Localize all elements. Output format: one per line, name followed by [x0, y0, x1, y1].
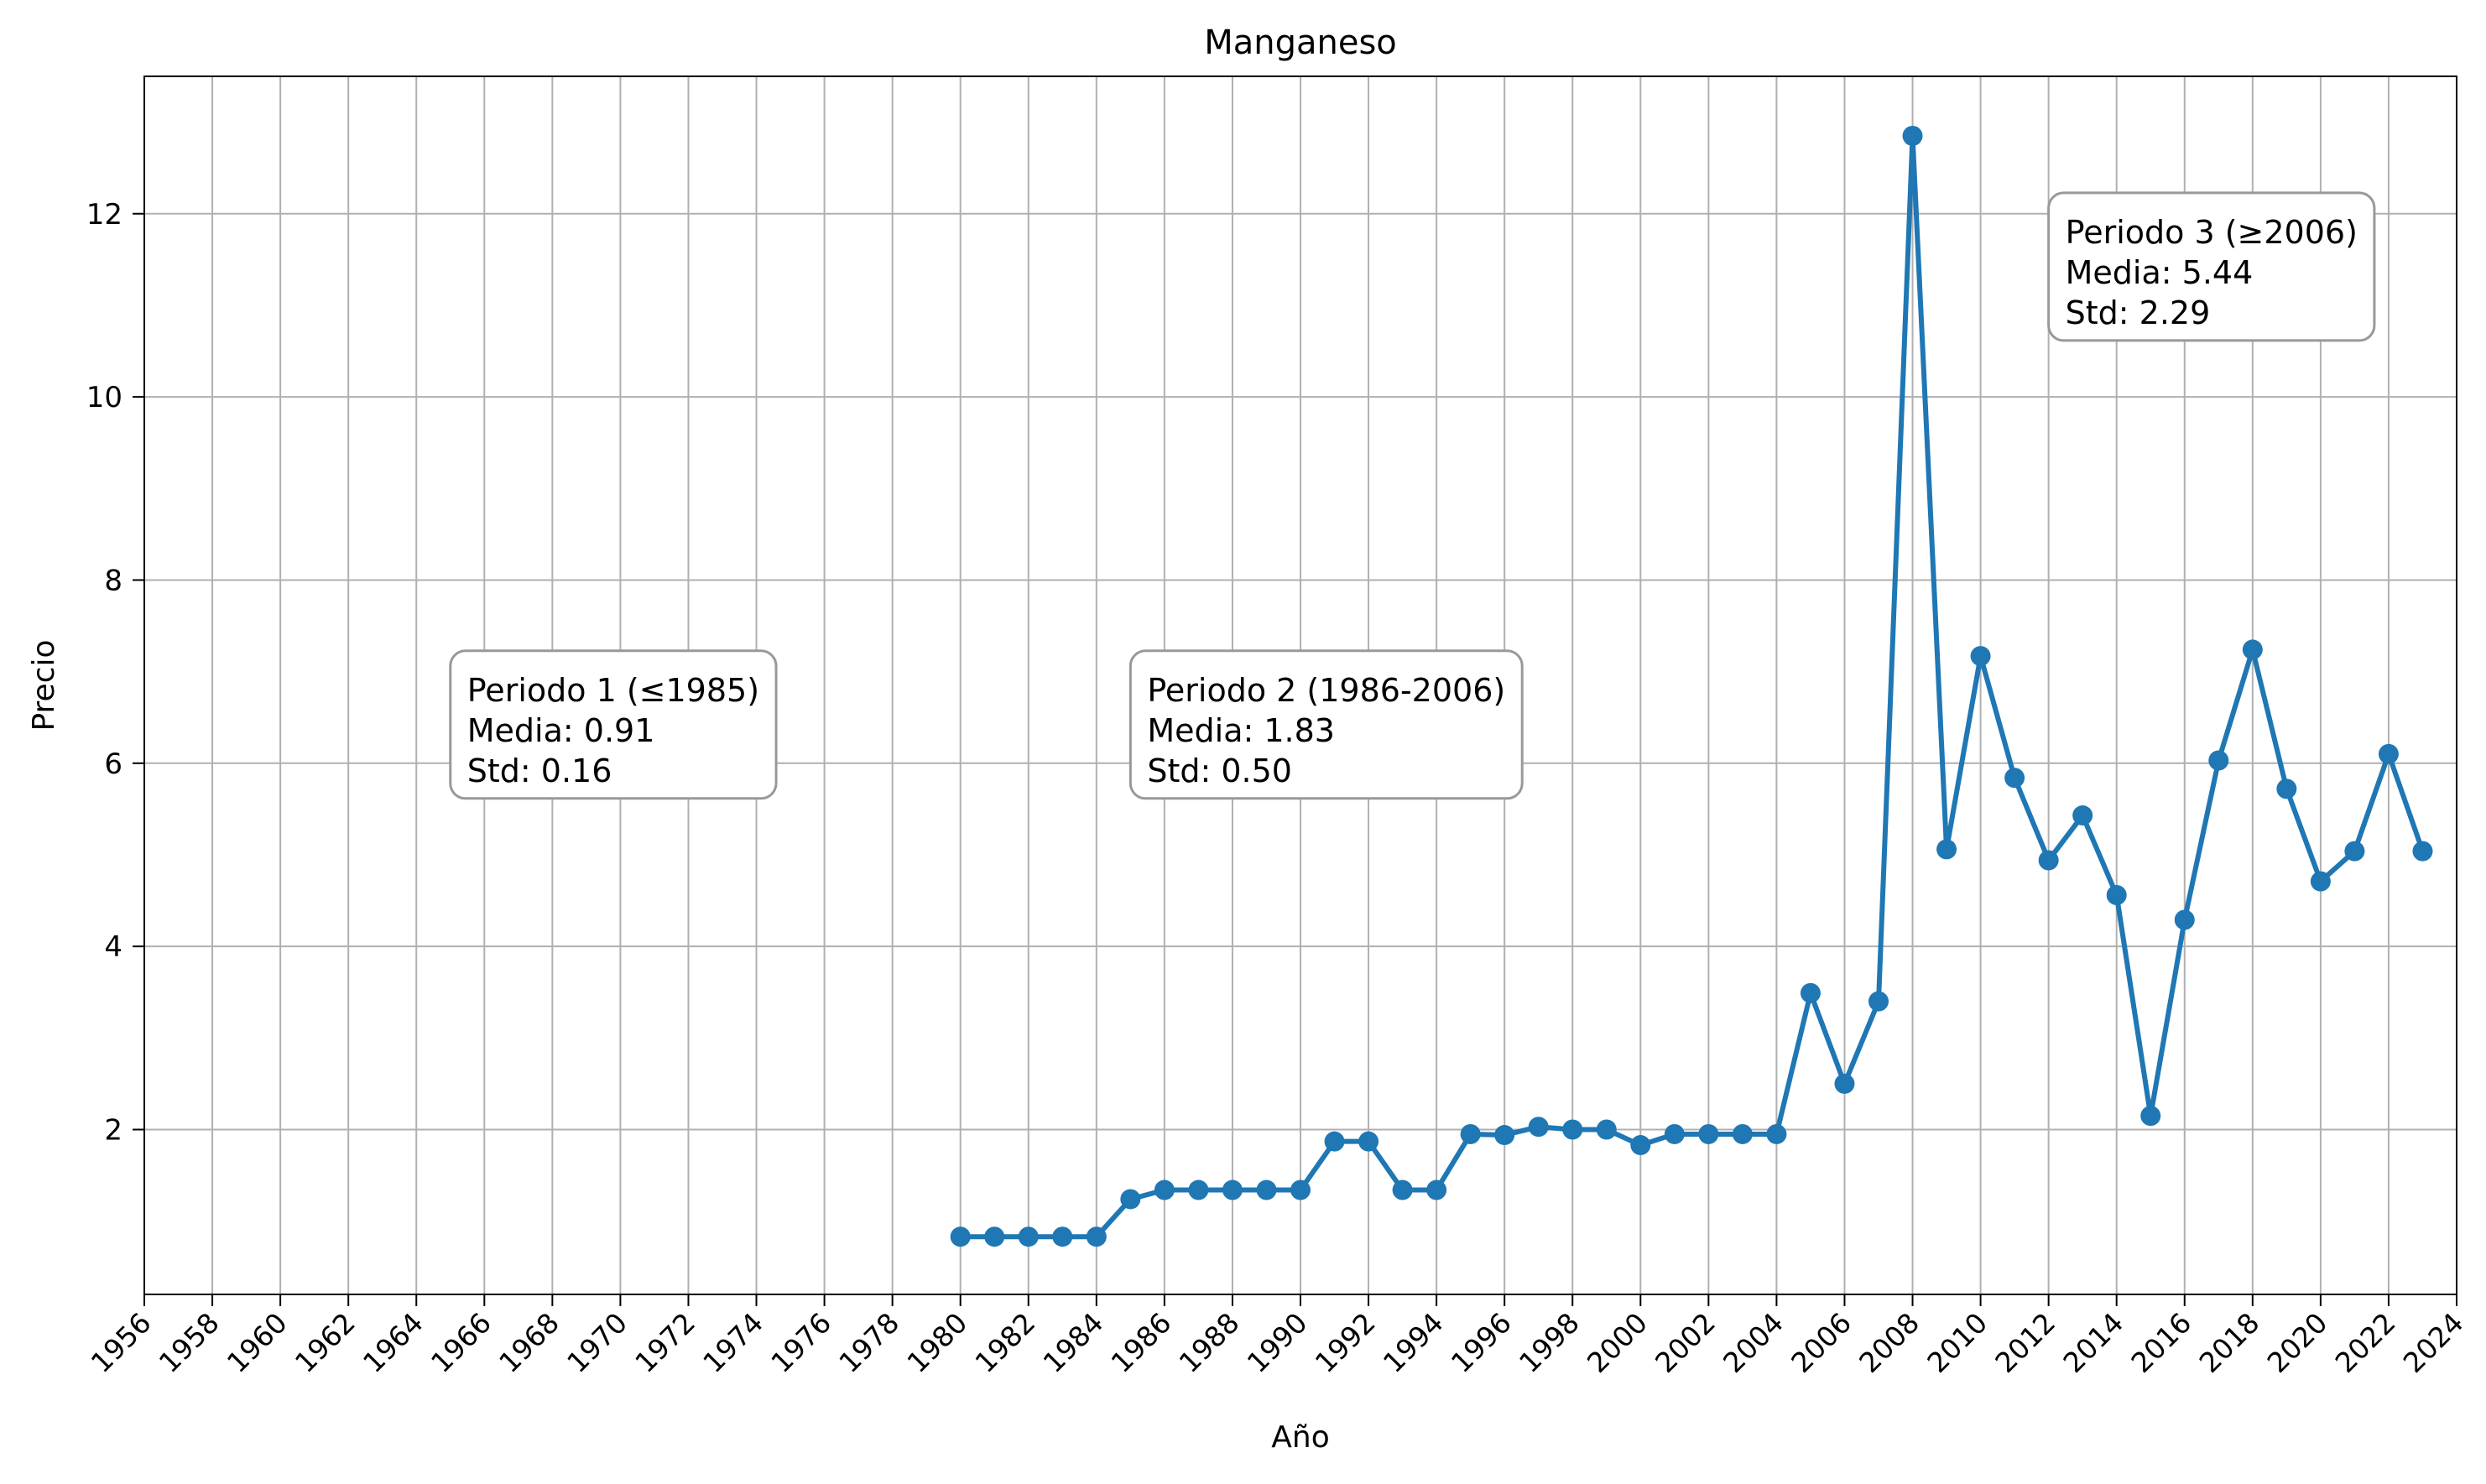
data-point — [1018, 1226, 1039, 1247]
data-point — [1052, 1226, 1073, 1247]
y-tick-label: 4 — [104, 930, 122, 964]
data-point — [2276, 778, 2297, 799]
data-point — [2208, 750, 2229, 771]
chart-title: Manganeso — [1204, 23, 1397, 62]
data-point — [2412, 841, 2433, 862]
data-point — [2174, 909, 2195, 930]
data-point — [1358, 1131, 1379, 1152]
data-point — [1426, 1179, 1447, 1200]
annotation-text: Std: 0.16 — [467, 752, 612, 789]
annotation-frame — [1128, 649, 1524, 800]
data-point — [1494, 1125, 1515, 1146]
data-point — [1528, 1117, 1549, 1138]
y-axis-label: Precio — [27, 639, 61, 731]
data-point — [1902, 125, 1923, 146]
data-point — [1562, 1119, 1583, 1140]
data-point — [984, 1226, 1005, 1247]
data-point — [1766, 1123, 1787, 1144]
data-point — [2106, 885, 2127, 906]
annotation-text: Periodo 1 (≤1985) — [467, 672, 759, 709]
data-point — [1460, 1123, 1481, 1144]
annotation-text: Media: 0.91 — [467, 712, 655, 749]
y-tick-label: 12 — [86, 198, 122, 232]
annotation-text: Std: 2.29 — [2066, 294, 2211, 331]
data-point — [2344, 841, 2365, 862]
data-point — [1086, 1226, 1107, 1247]
y-tick-label: 2 — [104, 1113, 122, 1147]
data-point — [950, 1226, 971, 1247]
data-point — [1392, 1179, 1413, 1200]
data-point — [1154, 1179, 1175, 1200]
x-axis-label: Año — [1271, 1420, 1329, 1455]
y-tick-label: 8 — [104, 564, 122, 597]
data-point — [1630, 1135, 1651, 1156]
data-point — [2072, 805, 2093, 826]
data-point — [1324, 1131, 1345, 1152]
data-point — [1120, 1189, 1141, 1210]
data-point — [2242, 639, 2263, 660]
data-point — [1664, 1123, 1685, 1144]
y-tick-label: 10 — [86, 381, 122, 414]
data-points — [950, 125, 2433, 1247]
annotation-frame — [2047, 191, 2376, 342]
data-point — [1188, 1179, 1209, 1200]
data-point — [2378, 743, 2399, 764]
data-point — [1596, 1119, 1617, 1140]
annotation-text: Periodo 3 (≥2006) — [2066, 214, 2358, 251]
annotation-text: Media: 1.83 — [1147, 712, 1335, 749]
data-point — [2038, 850, 2059, 871]
annotation-text: Std: 0.50 — [1147, 752, 1292, 789]
data-point — [1732, 1123, 1753, 1144]
data-point — [2140, 1106, 2161, 1127]
annotation-frame — [449, 649, 778, 800]
data-point — [1256, 1179, 1277, 1200]
data-point — [1970, 646, 1991, 667]
data-point — [1222, 1179, 1243, 1200]
data-point — [1936, 839, 1957, 860]
annotation-text: Periodo 2 (1986-2006) — [1147, 672, 1505, 709]
data-point — [2004, 768, 2025, 789]
data-point — [2310, 871, 2331, 892]
data-point — [1290, 1179, 1311, 1200]
y-tick-label: 6 — [104, 747, 122, 781]
data-point — [1868, 991, 1889, 1012]
data-point — [1834, 1073, 1855, 1094]
data-point — [1698, 1123, 1719, 1144]
data-point — [1800, 982, 1821, 1003]
annotation-text: Media: 5.44 — [2066, 254, 2254, 291]
